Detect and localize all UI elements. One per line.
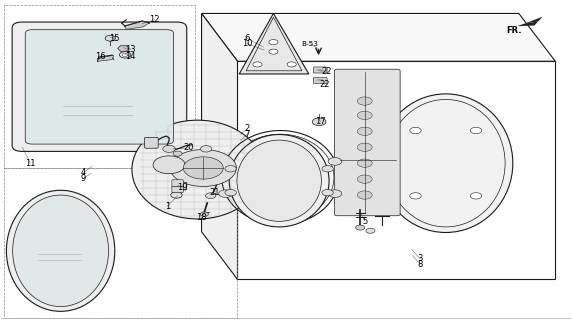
Circle shape [322,165,333,172]
Circle shape [366,228,375,233]
Circle shape [120,52,131,58]
Circle shape [200,146,212,152]
Circle shape [358,175,372,183]
Circle shape [183,157,223,179]
Circle shape [163,145,175,152]
Text: 10: 10 [242,39,252,48]
Text: 19: 19 [177,183,188,192]
Circle shape [225,189,236,196]
Text: 22: 22 [322,67,332,76]
Circle shape [358,111,372,120]
FancyBboxPatch shape [335,69,400,216]
FancyBboxPatch shape [25,30,173,144]
FancyBboxPatch shape [12,22,186,151]
Ellipse shape [13,195,109,307]
Circle shape [219,190,232,197]
Circle shape [287,62,296,67]
Polygon shape [239,13,309,74]
Text: 22: 22 [320,80,330,89]
Ellipse shape [229,134,329,227]
Ellipse shape [227,134,334,221]
Polygon shape [125,21,149,29]
Circle shape [219,157,232,165]
Circle shape [358,143,372,151]
Circle shape [358,127,372,135]
Ellipse shape [6,190,115,311]
Circle shape [269,40,278,45]
Polygon shape [98,55,114,61]
Text: 2: 2 [245,124,250,133]
Circle shape [253,62,262,67]
Circle shape [170,192,182,198]
Circle shape [200,212,208,216]
Circle shape [470,127,482,134]
Text: 9: 9 [81,174,86,183]
FancyBboxPatch shape [313,77,327,84]
Circle shape [358,97,372,105]
Polygon shape [118,46,129,51]
Circle shape [225,165,236,172]
Circle shape [105,36,116,41]
Text: 11: 11 [25,159,35,168]
Circle shape [358,159,372,167]
Circle shape [153,156,185,174]
Circle shape [328,157,342,165]
Circle shape [356,225,365,230]
Circle shape [322,189,333,196]
Text: 16: 16 [96,52,106,61]
Ellipse shape [132,120,263,219]
Text: 15: 15 [110,34,120,43]
Circle shape [410,127,421,134]
Text: FR.: FR. [506,26,522,35]
Text: 12: 12 [149,15,160,24]
Text: 3: 3 [418,254,423,263]
Circle shape [205,193,216,198]
Text: 7: 7 [244,130,250,139]
Circle shape [328,190,342,197]
Circle shape [269,49,278,54]
Text: 4: 4 [81,168,86,177]
Circle shape [358,191,372,199]
Polygon shape [201,13,555,61]
Ellipse shape [237,140,321,221]
Text: 13: 13 [125,44,136,54]
Circle shape [470,193,482,199]
Text: 8: 8 [418,260,423,269]
FancyBboxPatch shape [174,182,186,190]
Circle shape [122,53,128,56]
Text: 17: 17 [315,116,325,126]
FancyBboxPatch shape [172,180,183,187]
Circle shape [173,151,182,156]
Circle shape [170,149,236,187]
Circle shape [312,118,326,125]
Polygon shape [525,17,543,24]
FancyBboxPatch shape [145,137,158,148]
Text: 1: 1 [165,202,170,211]
Text: 6: 6 [244,34,250,43]
Text: 18: 18 [196,213,207,222]
Polygon shape [201,13,237,279]
Text: 20: 20 [184,143,194,152]
Polygon shape [517,21,538,26]
Ellipse shape [379,94,513,233]
Circle shape [410,193,421,199]
Text: B-53: B-53 [301,41,319,47]
Text: 14: 14 [125,52,136,61]
FancyBboxPatch shape [313,67,327,73]
FancyBboxPatch shape [172,187,183,193]
Text: 5: 5 [362,217,367,226]
Text: 21: 21 [209,188,220,197]
